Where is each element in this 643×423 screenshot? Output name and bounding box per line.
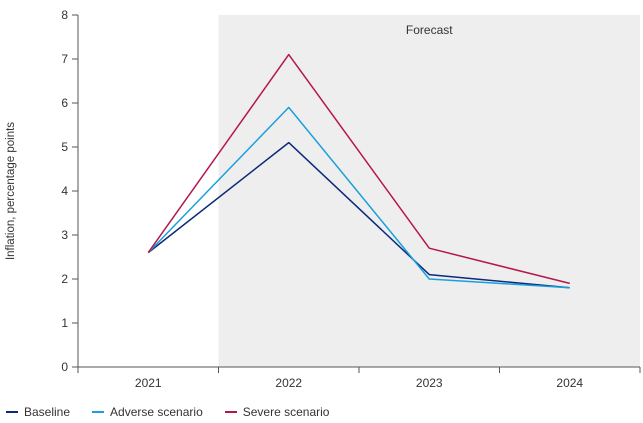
y-axis-label: Inflation, percentage points — [5, 122, 17, 260]
y-tick-label: 2 — [61, 272, 68, 286]
legend-label-baseline: Baseline — [24, 405, 71, 419]
legend-item-baseline: Baseline — [6, 405, 70, 419]
x-tick-label: 2022 — [275, 376, 302, 390]
series-line-adverse-scenario — [147, 106, 570, 289]
series-line-severe-scenario — [147, 53, 570, 285]
forecast-label: Forecast — [406, 23, 453, 37]
y-tick-label: 7 — [61, 52, 68, 66]
legend-swatch-adverse — [92, 411, 105, 413]
x-tick-label: 2023 — [416, 376, 443, 390]
y-axis: 0 1 2 3 4 5 6 7 8 — [61, 8, 79, 374]
legend-label-severe: Severe scenario — [242, 405, 330, 419]
x-tick-label: 2021 — [135, 376, 162, 390]
inflation-line-chart: Forecast 0 1 2 3 4 5 6 7 8 2021 2022 2023 2024 Infl… — [5, 8, 641, 390]
y-tick-label: 6 — [61, 96, 68, 110]
legend-swatch-baseline — [6, 411, 18, 413]
y-tick-label: 4 — [61, 184, 68, 198]
x-axis: 2021 2022 2023 2024 — [77, 366, 641, 390]
forecast-region — [218, 15, 640, 367]
legend-label-adverse: Adverse scenario — [110, 405, 203, 419]
y-tick-label: 0 — [61, 360, 68, 374]
x-tick-label: 2024 — [556, 376, 583, 390]
legend-item-adverse: Adverse scenario — [92, 405, 203, 419]
y-tick-label: 3 — [61, 228, 68, 242]
y-tick-label: 5 — [61, 140, 68, 154]
y-tick-label: 8 — [61, 8, 68, 22]
legend-swatch-severe — [224, 411, 237, 413]
series-line-baseline — [147, 141, 570, 289]
y-tick-label: 1 — [61, 316, 68, 330]
legend-item-severe: Severe scenario — [224, 405, 330, 419]
legend: Baseline Adverse scenario Severe scenari… — [6, 405, 329, 419]
series-lines — [147, 53, 570, 289]
